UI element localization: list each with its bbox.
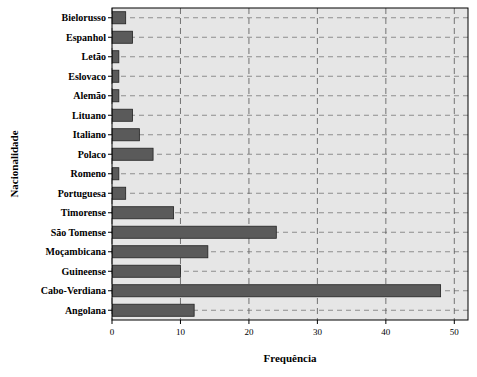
y-tick-label: São Tomense [51,227,107,238]
category-gridline [112,154,468,155]
bar [112,168,119,180]
y-tick-label: Guineense [62,266,107,277]
bar [112,207,174,219]
x-tick [180,320,181,324]
bar [112,148,153,160]
y-tick-label: Bielorusso [62,12,106,23]
y-tick [108,76,112,77]
x-gridline [385,8,386,320]
y-tick-label: Espanhol [66,32,106,43]
y-tick-label: Alemão [73,90,106,101]
y-tick-label: Timorense [61,207,107,218]
y-tick [108,290,112,291]
category-gridline [112,173,468,174]
x-tick-label: 0 [110,327,115,337]
y-tick [108,56,112,57]
y-axis-label: Nacionalidade [8,130,20,197]
y-tick [108,310,112,311]
y-tick-label: Angolana [65,305,106,316]
x-tick-label: 30 [313,327,323,337]
bar [112,246,208,258]
category-gridline [112,115,468,116]
category-gridline [112,37,468,38]
y-tick-label: Letão [82,51,106,62]
bar [112,304,194,316]
plot-frame [112,8,468,320]
x-tick [454,320,455,324]
category-gridline [112,56,468,57]
y-tick [108,134,112,135]
y-tick-label: Lituano [72,110,106,121]
bar [112,129,139,141]
bars [112,12,441,317]
bar [112,109,133,121]
chart-svg: 0 10 20 30 40 50 Bielorusso Espanhol Letão Eslova… [0,0,477,377]
x-tick [317,320,318,324]
y-tick [108,173,112,174]
y-tick [108,212,112,213]
x-axis-label: Frequência [264,352,317,364]
y-tick [108,95,112,96]
bar [112,285,441,297]
x-tick-label: 20 [244,327,254,337]
category-gridline [112,17,468,18]
y-tick-label: Eslovaco [68,71,106,82]
plot-background [112,8,468,320]
x-tick-label: 40 [381,327,391,337]
x-gridline [248,8,249,320]
x-tick [385,320,386,324]
category-gridline [112,193,468,194]
category-gridline [112,76,468,77]
bar [112,51,119,63]
y-tick [108,17,112,18]
y-tick [108,37,112,38]
x-tick-label: 10 [176,327,186,337]
y-tick [108,251,112,252]
y-tick-label: Polaco [78,149,106,160]
y-tick [108,232,112,233]
x-tick [112,320,113,324]
y-tick [108,154,112,155]
bar [112,265,180,277]
bar [112,12,126,24]
bar [112,70,119,82]
y-tick-label: Cabo-Verdiana [41,285,106,296]
y-tick-label: Portuguesa [58,188,106,199]
y-tick-label: Romeno [70,168,106,179]
y-tick [108,115,112,116]
category-gridline [112,134,468,135]
bar [112,90,119,102]
category-gridline [112,95,468,96]
bar [112,31,133,43]
chart-container: 0 10 20 30 40 50 Bielorusso Espanhol Letão Eslova… [0,0,477,377]
y-tick [108,193,112,194]
y-tick-label: Moçambicana [45,246,106,257]
x-gridline [454,8,455,320]
y-tick-label: Italiano [73,129,106,140]
bar [112,187,126,199]
y-tick [108,271,112,272]
x-gridline [317,8,318,320]
x-tick [248,320,249,324]
bar [112,226,276,238]
x-tick-label: 50 [450,327,460,337]
